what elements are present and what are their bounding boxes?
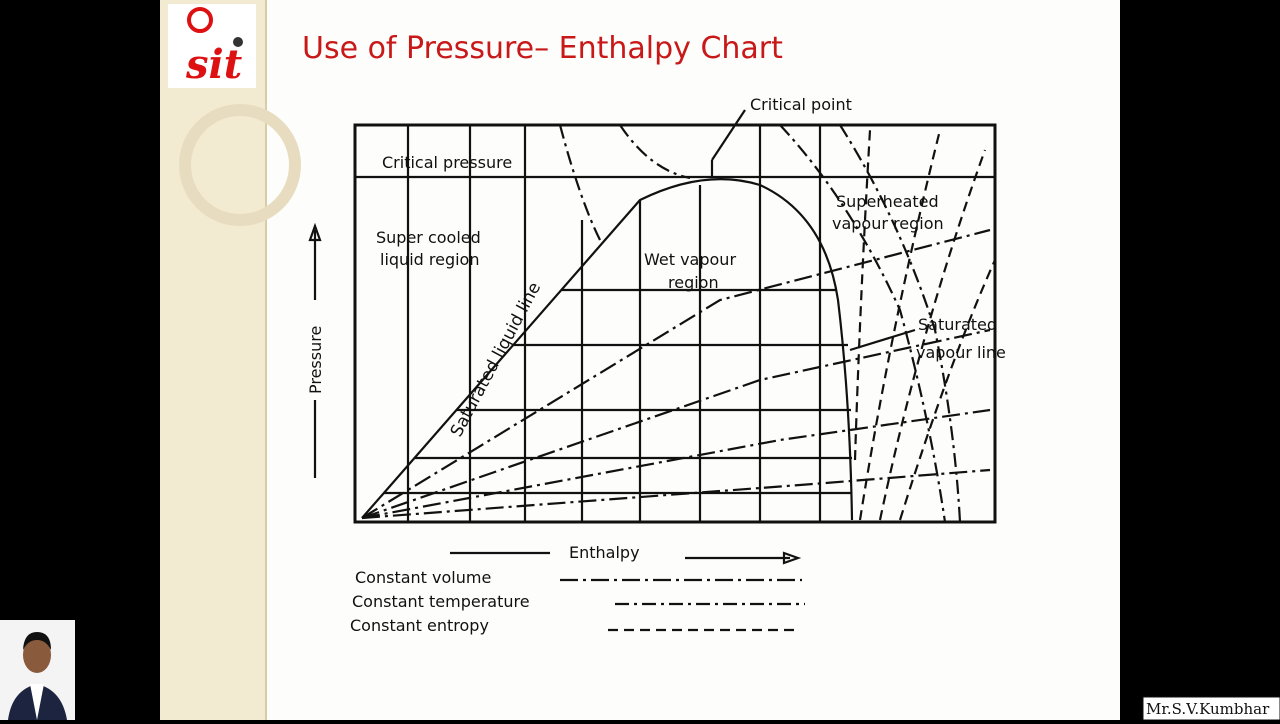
isobars — [384, 288, 852, 495]
presenter-face — [23, 637, 51, 673]
constant-entropy-line — [858, 129, 942, 521]
presenter-hair — [23, 632, 51, 650]
constant-entropy-lines — [853, 129, 997, 521]
ph-diagram — [308, 109, 997, 632]
logo-dot — [233, 37, 243, 47]
presenter-video — [0, 620, 75, 720]
constant-volume-line — [361, 408, 991, 520]
constant-volume-lines — [361, 228, 991, 520]
constant-temperature-line — [839, 124, 962, 523]
critical-point-pointer — [711, 109, 746, 161]
superheated-label: Superheated — [836, 192, 939, 211]
enthalpy-arrowhead — [782, 551, 802, 565]
y-axis-label: Pressure — [306, 326, 325, 394]
saturated-vapour-label: vapour line — [916, 343, 1006, 362]
logo-gear — [187, 7, 213, 33]
legend-label: Constant temperature — [352, 592, 530, 611]
critical-point-label: Critical point — [750, 95, 852, 114]
constant-entropy-line — [853, 129, 872, 461]
critical-pressure-label: Critical pressure — [382, 153, 512, 172]
wet-region-label: Wet vapour — [644, 250, 736, 269]
isenthalps — [406, 125, 822, 522]
wet-region-label: region — [668, 273, 719, 292]
constant-temperature-line — [779, 124, 947, 523]
presenter-name: Mr.S.V.Kumbhar — [1146, 700, 1270, 718]
constant-entropy-line — [898, 259, 997, 521]
constant-volume-line — [361, 228, 991, 519]
subcooled-label: liquid region — [380, 250, 479, 269]
x-axis-label: Enthalpy — [569, 543, 640, 562]
superheated-label: vapour region — [832, 214, 944, 233]
slide-title: Use of Pressure– Enthalpy Chart — [302, 31, 783, 66]
decor-ring — [179, 104, 301, 226]
chart-frame — [353, 123, 997, 524]
vapour-line-pointer — [849, 328, 916, 352]
saturated-vapour-label: Saturated — [918, 315, 997, 334]
logo-text: sit — [185, 41, 243, 88]
legend-label: Constant volume — [355, 568, 491, 587]
constant-temperature-line — [558, 124, 601, 241]
pressure-arrowhead — [308, 222, 322, 242]
constant-volume-line — [361, 468, 991, 520]
legend-label: Constant entropy — [350, 616, 489, 635]
saturation-dome — [361, 178, 854, 521]
constant-volume-line — [361, 328, 991, 520]
presenter-shirt — [30, 684, 44, 720]
constant-temperature-lines — [558, 124, 962, 523]
subcooled-label: Super cooled — [376, 228, 481, 247]
constant-entropy-line — [878, 149, 987, 521]
constant-temperature-line — [619, 124, 691, 180]
